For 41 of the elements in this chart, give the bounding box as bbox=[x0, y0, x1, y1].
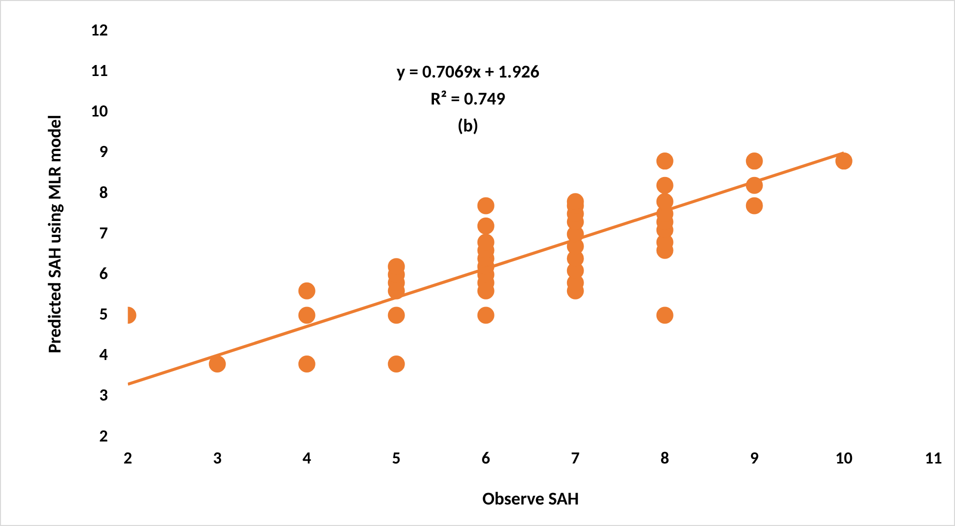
point bbox=[477, 197, 494, 214]
y-tick-label: 4 bbox=[99, 344, 108, 366]
y-tick-label: 12 bbox=[90, 19, 108, 40]
x-axis-title: Observe SAH bbox=[482, 488, 579, 510]
y-tick-label: 9 bbox=[99, 141, 108, 162]
point bbox=[835, 152, 852, 170]
point bbox=[388, 355, 405, 372]
point bbox=[656, 176, 674, 194]
x-tick-label: 7 bbox=[571, 447, 580, 468]
point bbox=[388, 306, 405, 324]
y-tick-label: 11 bbox=[90, 60, 108, 82]
point bbox=[477, 217, 494, 234]
annotation: R² = 0.749 bbox=[430, 88, 506, 110]
point bbox=[656, 306, 674, 324]
x-tick-label: 2 bbox=[124, 447, 133, 468]
x-tick-label: 3 bbox=[213, 447, 222, 468]
y-tick-label: 8 bbox=[99, 182, 108, 203]
annotation: (b) bbox=[458, 114, 478, 137]
y-tick-label: 5 bbox=[99, 304, 108, 325]
point bbox=[208, 355, 226, 372]
point bbox=[298, 355, 316, 372]
point bbox=[746, 197, 763, 214]
x-tick-label: 4 bbox=[302, 447, 312, 468]
x-tick-label: 9 bbox=[750, 447, 760, 468]
point bbox=[656, 152, 674, 170]
point bbox=[746, 152, 763, 170]
y-tick-label: 3 bbox=[99, 384, 108, 406]
point bbox=[477, 306, 494, 324]
x-tick-label: 8 bbox=[660, 447, 670, 468]
y-axis-title: Predicted SAH using MLR model bbox=[43, 114, 66, 354]
annotation: y = 0.7069x + 1.926 bbox=[396, 60, 540, 83]
x-tick-label: 11 bbox=[924, 447, 942, 468]
y-tick-label: 2 bbox=[99, 425, 108, 446]
x-tick-label: 6 bbox=[482, 447, 491, 468]
point bbox=[298, 282, 316, 300]
y-tick-label: 10 bbox=[90, 100, 108, 122]
point bbox=[298, 306, 316, 324]
y-tick-label: 7 bbox=[99, 222, 108, 244]
y-tick-label: 6 bbox=[99, 262, 108, 284]
x-tick-label: 10 bbox=[835, 447, 853, 468]
x-tick-label: 5 bbox=[392, 447, 401, 468]
